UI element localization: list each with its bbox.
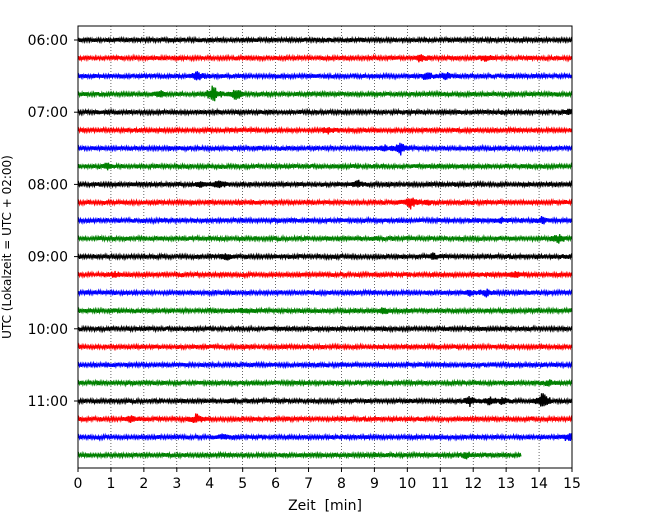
x-tick-label: 15	[563, 476, 581, 492]
x-tick-label: 0	[74, 476, 83, 492]
trace-0845	[77, 234, 573, 244]
y-tick-label: 07:00	[28, 105, 68, 121]
y-tick-label: 08:00	[28, 177, 68, 193]
trace-series	[77, 35, 573, 460]
x-axis-label: Zeit [min]	[288, 498, 362, 514]
x-tick-label: 6	[271, 476, 280, 492]
trace-0900	[77, 251, 573, 262]
x-tick-label: 9	[370, 476, 379, 492]
x-tick-label: 1	[106, 476, 115, 492]
x-tick-label: 12	[464, 476, 482, 492]
trace-0600	[77, 35, 573, 45]
y-tick-label: 10:00	[28, 322, 68, 338]
trace-1000	[77, 324, 573, 334]
x-tick-label: 7	[304, 476, 313, 492]
x-tick-label: 2	[139, 476, 148, 492]
y-axis-label: UTC (Lokalzeit = UTC + 02:00)	[0, 155, 14, 339]
x-tick-label: 13	[497, 476, 515, 492]
trace-1130	[77, 432, 573, 442]
trace-0745	[77, 161, 573, 171]
y-tick-label: 06:00	[28, 33, 68, 49]
trace-1015	[77, 342, 573, 352]
trace-1115	[77, 413, 573, 424]
trace-0615	[77, 53, 573, 63]
trace-0915	[77, 270, 573, 280]
trace-0945	[77, 306, 573, 316]
x-tick-label: 5	[238, 476, 247, 492]
x-tick-label: 4	[205, 476, 214, 492]
trace-0645	[77, 85, 573, 102]
trace-0630	[77, 71, 573, 81]
x-axis: 0 1 2 3 4 5 6 7 8 9 10 11 12 13 14 15	[74, 468, 581, 492]
trace-0815	[77, 197, 573, 210]
trace-1045	[77, 378, 573, 388]
x-tick-label: 10	[398, 476, 416, 492]
x-tick-label: 11	[431, 476, 449, 492]
trace-0800	[77, 179, 573, 189]
trace-0700	[77, 107, 573, 117]
y-tick-label: 11:00	[28, 394, 68, 410]
trace-0930	[77, 288, 573, 298]
trace-1030	[77, 360, 573, 370]
y-axis: 06:00 07:00 08:00 09:00 10:00 11:00	[28, 33, 78, 410]
x-tick-label: 14	[530, 476, 548, 492]
trace-0730	[77, 142, 573, 156]
x-tick-label: 3	[172, 476, 181, 492]
trace-1145	[77, 450, 522, 460]
trace-0715	[77, 125, 573, 135]
trace-1100	[77, 393, 573, 407]
plot-frame	[77, 25, 573, 469]
x-tick-label: 8	[337, 476, 346, 492]
y-tick-label: 09:00	[28, 250, 68, 266]
trace-0830	[77, 215, 573, 226]
